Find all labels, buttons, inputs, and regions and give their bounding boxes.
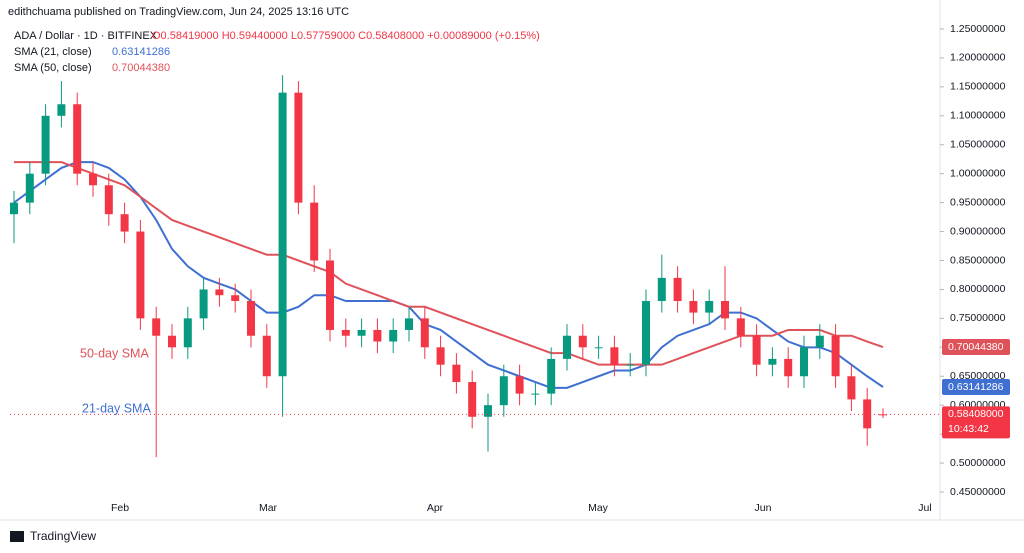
candle-body xyxy=(10,202,18,215)
candle-body xyxy=(784,358,793,377)
annotation: 50-day SMA xyxy=(80,346,149,360)
y-tick-label: 0.75000000 xyxy=(950,312,1006,324)
candle-body xyxy=(231,295,240,302)
candle-body xyxy=(436,347,445,365)
candle-body xyxy=(515,376,524,394)
price-tag xyxy=(942,339,1010,356)
candle-body xyxy=(310,202,319,261)
candle-body xyxy=(215,289,224,296)
candle-body xyxy=(168,335,176,348)
candle-body xyxy=(73,104,82,174)
y-tick-label: 0.90000000 xyxy=(950,225,1006,237)
legend-value: 0.63141286 xyxy=(112,46,170,58)
legend-value: 0.70044380 xyxy=(112,62,170,74)
candle-body xyxy=(262,335,271,377)
candle-body xyxy=(57,104,66,116)
candle-body xyxy=(689,301,698,313)
candle-body xyxy=(373,329,382,342)
price-tag-label: 0.63141286 xyxy=(948,381,1004,393)
candle-body xyxy=(578,335,587,348)
candle-body xyxy=(594,347,603,349)
candle-body xyxy=(326,260,334,330)
symbol: ADA / Dollar · 1D · BITFINEX xyxy=(14,30,158,42)
candle-body xyxy=(673,277,682,302)
candle-body xyxy=(152,318,161,336)
price-tag-label: 0.58408000 xyxy=(948,408,1004,420)
y-tick-label: 1.00000000 xyxy=(950,167,1006,179)
y-tick-label: 1.25000000 xyxy=(950,23,1006,35)
candle-body xyxy=(847,376,856,400)
candle-body xyxy=(104,185,113,215)
header: edithchuama published on TradingView.com… xyxy=(8,6,349,18)
candle-body xyxy=(25,173,34,203)
candle-body xyxy=(294,92,303,203)
footer: TradingView xyxy=(30,529,96,543)
candle-body xyxy=(183,318,192,348)
candle-body xyxy=(389,329,398,342)
x-tick-label: Jun xyxy=(755,502,772,514)
candle-body xyxy=(736,318,745,336)
candle-body xyxy=(705,301,714,313)
logo xyxy=(10,531,24,542)
candle-body xyxy=(468,382,477,417)
y-tick-label: 0.45000000 xyxy=(950,486,1006,498)
legend-entry: SMA (21, close) xyxy=(14,46,92,58)
price-tag xyxy=(942,379,1010,396)
candle-body xyxy=(863,399,872,429)
y-tick-label: 1.10000000 xyxy=(950,110,1006,122)
sma-line xyxy=(13,161,884,389)
x-tick-label: Feb xyxy=(111,502,129,514)
candle-body xyxy=(800,347,808,377)
candle-body xyxy=(484,405,492,417)
candle-body xyxy=(278,92,287,377)
y-tick-label: 1.15000000 xyxy=(950,81,1006,93)
candle-body xyxy=(120,214,129,232)
x-tick-label: May xyxy=(588,502,609,514)
legend-entry: SMA (50, close) xyxy=(14,62,92,74)
candle-body xyxy=(563,335,571,359)
y-tick-label: 0.80000000 xyxy=(950,283,1006,295)
candle-body xyxy=(499,376,508,406)
candle-body xyxy=(721,301,729,319)
candle-body xyxy=(357,329,366,336)
y-tick-label: 1.05000000 xyxy=(950,139,1006,151)
candle-body xyxy=(247,301,255,336)
annotation: 21-day SMA xyxy=(82,401,151,415)
candle-body xyxy=(89,173,97,186)
x-tick-label: Mar xyxy=(259,502,278,514)
candle-body xyxy=(452,364,461,383)
price-tag xyxy=(942,406,1010,439)
candle-body xyxy=(341,329,350,336)
candle-body xyxy=(626,364,635,366)
candle-body xyxy=(420,318,429,348)
y-tick-label: 0.50000000 xyxy=(950,457,1006,469)
candle-body xyxy=(547,358,556,394)
price-tag-label: 0.70044380 xyxy=(948,341,1004,353)
candle-body xyxy=(831,335,840,377)
candle-body xyxy=(657,277,666,302)
candle-body xyxy=(136,231,145,319)
candle-body xyxy=(752,335,761,365)
candle-body xyxy=(768,358,777,365)
sma-line xyxy=(14,161,884,366)
candle-body xyxy=(610,347,619,365)
y-tick-label: 0.95000000 xyxy=(950,196,1006,208)
candle-body xyxy=(815,335,824,348)
candle-body xyxy=(642,301,650,365)
candle-body xyxy=(405,318,413,330)
candle-body xyxy=(41,115,50,174)
y-tick-label: 0.85000000 xyxy=(950,254,1006,266)
countdown: 10:43:42 xyxy=(948,423,989,435)
ohlc: O0.58419000 H0.59440000 L0.57759000 C0.5… xyxy=(152,30,540,42)
x-tick-label: Apr xyxy=(427,502,444,514)
candle-body xyxy=(531,393,540,395)
candle-body xyxy=(199,289,208,319)
y-tick-label: 1.20000000 xyxy=(950,52,1006,64)
x-tick-label: Jul xyxy=(918,502,931,514)
